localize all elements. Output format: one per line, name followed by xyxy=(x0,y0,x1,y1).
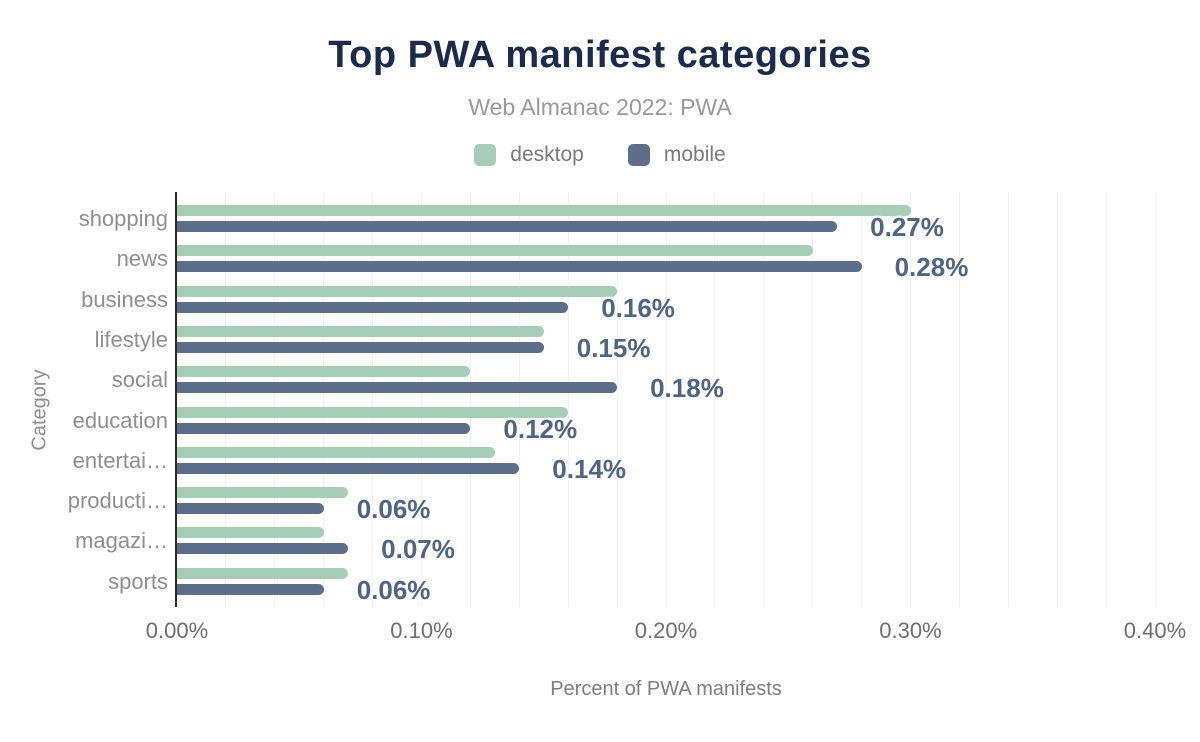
x-tick-030: 0.30% xyxy=(879,618,942,643)
data-label-shopping: 0.27% xyxy=(870,212,944,242)
bar-mobile-education xyxy=(177,422,471,434)
bar-desktop-business xyxy=(177,285,618,297)
data-label-producti: 0.06% xyxy=(356,494,431,525)
bar-mobile-lifestyle xyxy=(177,341,544,353)
bar-desktop-social xyxy=(177,366,471,378)
gridline xyxy=(518,192,520,607)
data-label-business: 0.16% xyxy=(601,292,675,323)
category-label-lifestyle: lifestyle xyxy=(94,326,168,352)
gridline xyxy=(323,192,325,607)
bar-desktop-news xyxy=(177,245,813,257)
x-tick-040: 0.40% xyxy=(1123,618,1187,643)
category-label-social: social xyxy=(111,367,168,393)
gridline xyxy=(225,192,227,607)
mobile-swatch-icon xyxy=(627,144,650,166)
data-label-education: 0.12% xyxy=(503,413,578,444)
x-tick-000: 0.00% xyxy=(145,618,209,643)
bar-mobile-producti xyxy=(177,503,324,515)
category-label-magazi: magazi… xyxy=(75,528,168,554)
gridline xyxy=(910,192,911,607)
legend-item-mobile[interactable]: mobile xyxy=(627,143,726,167)
x-axis-title: Percent of PWA manifests xyxy=(550,678,782,700)
plot-area: 0.27% 0.28% 0.16% 0.15% 0.18% 0.12% 0.14% 0.06%… xyxy=(175,192,1156,607)
data-label-news: 0.28% xyxy=(894,252,969,283)
category-label-business: business xyxy=(81,286,168,312)
gridline xyxy=(1056,192,1058,607)
category-label-entertai: entertai… xyxy=(72,447,168,473)
chart-title: Top PWA manifest categories xyxy=(328,34,872,76)
category-label-sports: sports xyxy=(108,568,168,594)
gridline xyxy=(958,192,960,607)
bar-mobile-social xyxy=(177,382,618,394)
gridline xyxy=(372,192,374,607)
x-tick-010: 0.10% xyxy=(390,618,453,643)
x-tick-020: 0.20% xyxy=(634,618,698,643)
gridline xyxy=(616,192,618,607)
bar-mobile-entertai xyxy=(177,462,520,474)
desktop-swatch-icon xyxy=(474,144,497,166)
gridline xyxy=(421,192,422,607)
gridline xyxy=(714,192,716,607)
data-label-magazi: 0.07% xyxy=(381,534,455,565)
bar-mobile-shopping xyxy=(177,221,838,232)
bar-desktop-entertai xyxy=(177,446,495,458)
legend-label-mobile: mobile xyxy=(663,143,726,166)
bar-mobile-business xyxy=(177,301,569,313)
bar-desktop-lifestyle xyxy=(177,325,544,337)
gridline xyxy=(812,192,814,607)
bar-desktop-producti xyxy=(177,487,349,499)
gridline xyxy=(665,192,667,607)
bar-desktop-shopping xyxy=(177,205,911,216)
bar-mobile-magazi xyxy=(177,543,349,555)
category-label-shopping: shopping xyxy=(78,206,168,231)
y-axis-line xyxy=(175,192,177,607)
legend-label-desktop: desktop xyxy=(510,143,584,166)
bar-desktop-sports xyxy=(177,567,349,579)
gridline xyxy=(763,192,765,607)
data-label-lifestyle: 0.15% xyxy=(576,332,651,363)
bar-desktop-education xyxy=(177,406,569,418)
data-label-social: 0.18% xyxy=(650,373,724,404)
bar-desktop-magazi xyxy=(177,527,324,539)
category-label-producti: producti… xyxy=(67,488,168,514)
gridline xyxy=(567,192,569,607)
category-label-education: education xyxy=(72,407,168,433)
chart-subtitle: Web Almanac 2022: PWA xyxy=(468,94,732,120)
gridline xyxy=(861,192,863,607)
data-label-entertai: 0.14% xyxy=(552,453,627,484)
gridline xyxy=(1154,192,1156,607)
bar-mobile-news xyxy=(177,261,862,273)
gridline xyxy=(469,192,471,607)
data-label-sports: 0.06% xyxy=(356,574,431,605)
gridline xyxy=(274,192,276,607)
legend: desktop mobile xyxy=(0,143,1200,167)
category-label-news: news xyxy=(116,246,168,272)
gridline xyxy=(1007,192,1009,607)
bar-mobile-sports xyxy=(177,583,324,595)
legend-item-desktop[interactable]: desktop xyxy=(474,143,584,167)
gridline xyxy=(1105,192,1107,607)
